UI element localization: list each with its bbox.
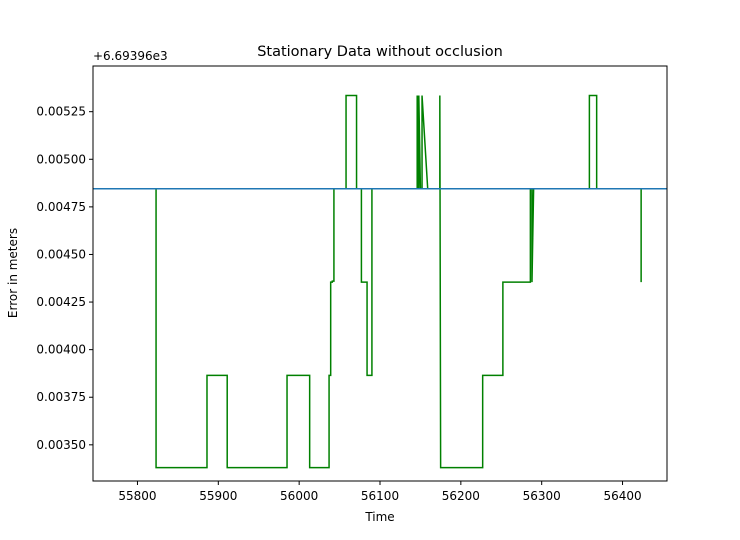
chart-title: Stationary Data without occlusion xyxy=(257,44,503,60)
y-tick-label: 0.00525 xyxy=(36,105,86,119)
y-axis: 0.00350 0.00375 0.00400 0.00425 0.00450 0.004… xyxy=(36,105,93,452)
y-tick-label: 0.00400 xyxy=(36,343,86,357)
y-tick-label: 0.00450 xyxy=(36,247,86,261)
plot-frame xyxy=(92,65,668,482)
plot-content xyxy=(93,94,667,469)
error-series-line xyxy=(117,94,642,469)
x-axis-title: Time xyxy=(364,510,394,524)
y-axis-title: Error in meters xyxy=(6,228,20,318)
x-axis: 55800 55900 56000 56100 56200 56300 56400 xyxy=(118,481,642,503)
x-tick-label: 56100 xyxy=(361,489,399,503)
x-tick-label: 56200 xyxy=(442,489,480,503)
x-tick-label: 56400 xyxy=(603,489,641,503)
x-tick-label: 56000 xyxy=(280,489,318,503)
y-tick-label: 0.00375 xyxy=(36,390,86,404)
x-tick-label: 55900 xyxy=(199,489,237,503)
y-offset-label: +6.69396e3 xyxy=(93,49,168,63)
y-tick-label: 0.00350 xyxy=(36,438,86,452)
x-tick-label: 55800 xyxy=(118,489,156,503)
y-tick-label: 0.00425 xyxy=(36,295,86,309)
y-tick-label: 0.00475 xyxy=(36,200,86,214)
y-tick-label: 0.00500 xyxy=(36,152,86,166)
x-tick-label: 56300 xyxy=(523,489,561,503)
